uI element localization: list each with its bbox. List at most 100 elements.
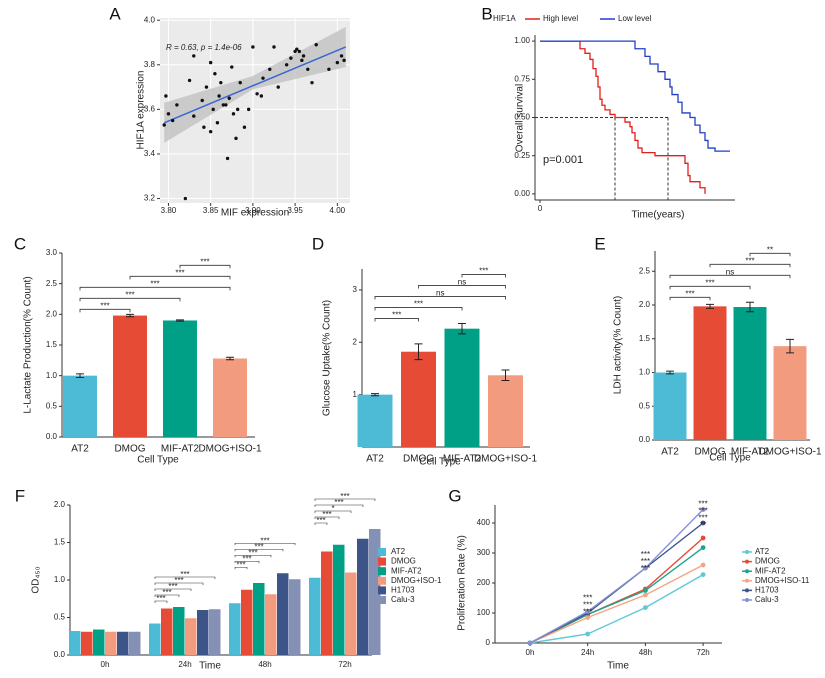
x-tick-label: 3.85 [203, 206, 219, 215]
bar [289, 579, 301, 655]
bar [653, 372, 687, 440]
series-line [529, 573, 704, 644]
y-tick-label: 2.0 [639, 300, 651, 309]
point [300, 58, 304, 63]
significance-label: *** [583, 601, 592, 610]
y-tick-label: 3.8 [144, 60, 156, 69]
y-tick-label: 1 [353, 390, 358, 399]
y-tick-label: 300 [477, 548, 491, 557]
x-tick-label: 48h [258, 660, 271, 669]
legend-label: AT2 [755, 547, 770, 556]
bar [321, 551, 333, 655]
x-tick-label: 0h [526, 648, 535, 657]
significance-label: *** [685, 289, 694, 298]
point [204, 85, 209, 89]
bar [197, 610, 209, 655]
legend-swatch [745, 588, 749, 593]
x-tick-label: MIF-AT2 [161, 444, 200, 455]
y-tick-label: 1.0 [46, 371, 58, 380]
bar [149, 623, 161, 655]
x-axis-label: Time(years) [632, 210, 685, 221]
error-bar [746, 301, 754, 313]
bar [369, 529, 381, 655]
bar [357, 394, 393, 447]
bar [345, 572, 357, 655]
significance-bracket [669, 296, 711, 301]
y-tick-label: 0.50 [514, 113, 530, 122]
legend-swatch [745, 598, 749, 602]
legend-swatch [378, 567, 386, 576]
annotation: R = 0.63, p = 1.4e-06 [166, 43, 242, 52]
significance-label: *** [162, 588, 171, 597]
point [211, 107, 215, 112]
bar [93, 629, 105, 655]
bar [69, 631, 81, 655]
panel-label: E [594, 234, 605, 253]
y-tick-label: 100 [477, 608, 491, 617]
panel-label: C [14, 234, 26, 253]
error-bar [414, 343, 423, 361]
legend-label: H1703 [391, 586, 415, 595]
significance-label: *** [156, 594, 165, 603]
error-bar [666, 370, 674, 375]
legend-swatch [745, 559, 749, 564]
bar [229, 603, 241, 655]
bar [253, 583, 265, 655]
x-tick-label: AT2 [71, 444, 89, 455]
bar [117, 631, 129, 655]
y-axis-label: L-Lactate Production(% Count) [23, 276, 34, 413]
significance-label: *** [168, 582, 177, 591]
bar [773, 346, 807, 440]
significance-label: *** [392, 311, 401, 320]
point [200, 98, 204, 103]
legend-label: MIF-AT2 [391, 566, 422, 575]
error-bar [706, 303, 714, 309]
bar [488, 375, 523, 447]
point [295, 47, 299, 51]
point [219, 80, 223, 85]
x-tick-label: AT2 [661, 447, 679, 458]
significance-label: *** [175, 268, 184, 277]
significance-label: *** [180, 570, 189, 579]
point [170, 118, 175, 123]
significance-label: *** [254, 542, 263, 551]
significance-bracket [461, 274, 506, 278]
y-tick-label: 3.0 [46, 248, 58, 257]
x-tick-label: 48h [639, 648, 652, 657]
legend-title: HIF1A [493, 14, 516, 23]
point [192, 114, 196, 118]
y-tick-label: 2 [353, 337, 358, 346]
point [242, 125, 247, 129]
bar [265, 594, 277, 655]
panel-label: G [448, 486, 461, 505]
significance-label: *** [641, 564, 650, 573]
point [251, 45, 255, 49]
point [585, 615, 591, 620]
point [297, 49, 302, 54]
y-tick-label: 1.0 [639, 368, 651, 377]
significance-label: *** [200, 257, 209, 266]
point [335, 60, 340, 65]
y-tick-label: 200 [477, 578, 491, 587]
y-tick-label: 4.0 [144, 15, 156, 24]
y-tick-label: 0.0 [639, 435, 651, 444]
significance-label: *** [100, 301, 109, 310]
significance-bracket [314, 498, 376, 501]
y-tick-label: 0.00 [514, 189, 530, 198]
x-tick-label: 72h [338, 660, 351, 669]
significance-label: ns [436, 289, 444, 298]
series-line [529, 509, 704, 644]
y-axis-label: HIF1A expression [136, 71, 147, 150]
significance-bracket [234, 560, 260, 564]
legend-label: High level [543, 14, 578, 23]
significance-bracket [418, 285, 506, 289]
significance-bracket [314, 504, 364, 507]
significance-bracket [374, 296, 506, 300]
point [700, 507, 706, 512]
x-tick-label: DMOG [694, 447, 725, 458]
bar [209, 609, 221, 655]
error-bar [176, 319, 184, 322]
x-axis-label: MIF expression [221, 208, 289, 219]
point [306, 67, 310, 71]
